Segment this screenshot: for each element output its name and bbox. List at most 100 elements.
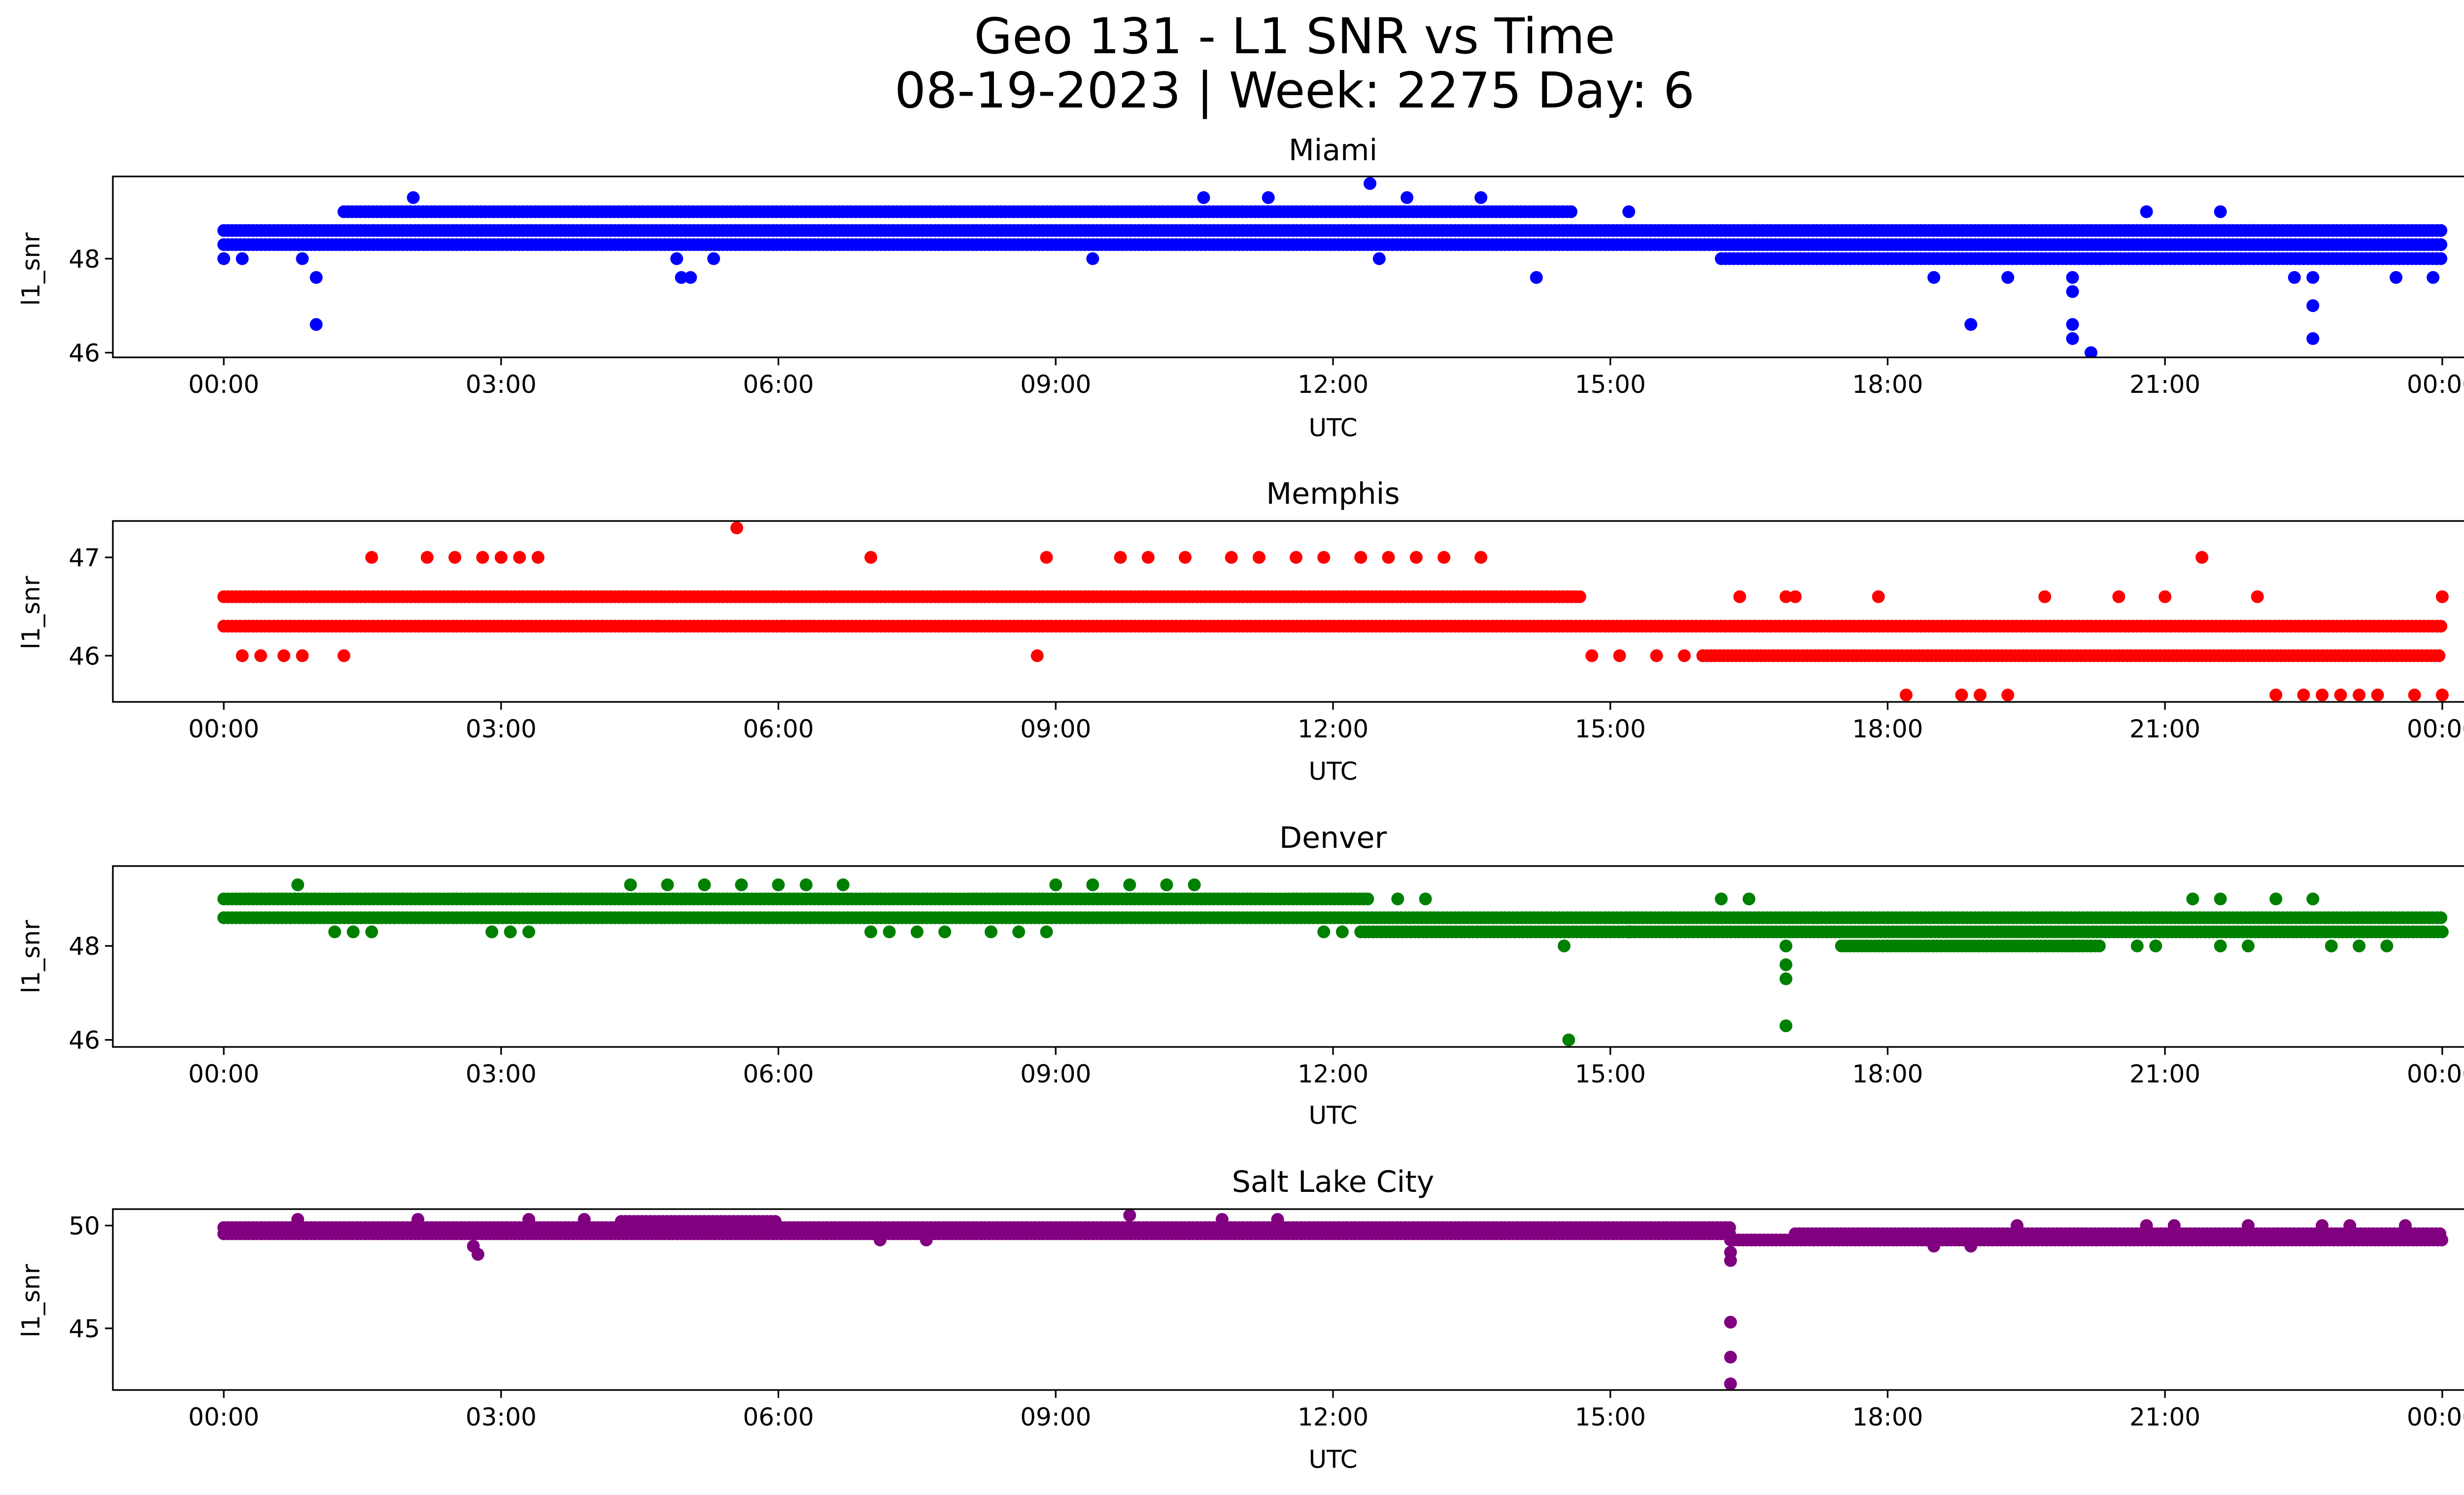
data-point [2306, 271, 2320, 284]
data-point [531, 551, 545, 564]
x-tick-label: 00:00 [2407, 715, 2464, 743]
axes-frame [112, 175, 2464, 358]
data-point [1382, 551, 1395, 564]
data-point [624, 878, 637, 892]
data-point [1650, 649, 1663, 662]
x-tick-label: 00:00 [188, 370, 259, 399]
subplot-title: Memphis [1266, 477, 1400, 511]
data-point [1530, 271, 1543, 284]
data-point [494, 551, 508, 564]
data-point [1733, 590, 1746, 603]
data-point [938, 925, 952, 939]
data-point [684, 271, 697, 284]
data-point [1364, 177, 1376, 190]
data-point [2269, 892, 2283, 905]
x-tick-label: 00:00 [2407, 370, 2464, 399]
data-point [1225, 551, 1238, 564]
x-tick-label: 03:00 [466, 715, 537, 743]
data-point [1622, 925, 1636, 939]
data-point [236, 252, 249, 265]
data-point [2434, 620, 2448, 633]
data-point [1030, 649, 1044, 662]
data-point [2353, 689, 2366, 701]
data-point [2380, 939, 2394, 953]
data-point [1290, 551, 1302, 564]
data-point [2066, 285, 2079, 298]
x-tick-label: 18:00 [1852, 715, 1923, 743]
data-point [1788, 590, 1802, 603]
data-point [2306, 332, 2320, 345]
plot-area: 00:00 03:00 06:00 09:00 12:00 15:00 18:00 21:00… [68, 175, 2464, 399]
data-point [2066, 939, 2079, 953]
data-point [1317, 925, 1331, 939]
data-point [670, 252, 684, 265]
subplot-denver: Denver UTC l1_snr 00:00 03:00 06:00 09:00 12… [17, 821, 2464, 1130]
x-tick-label: 06:00 [743, 370, 814, 399]
data-point [1573, 590, 1586, 603]
data-point [1474, 191, 1488, 204]
x-tick-label: 15:00 [1575, 715, 1646, 743]
data-point [1780, 1019, 1793, 1033]
data-point [1372, 252, 1386, 265]
data-point [2334, 689, 2347, 701]
data-point [2038, 590, 2052, 603]
data-point [985, 925, 997, 939]
data-point [1012, 925, 1026, 939]
x-tick-label: 18:00 [1852, 1060, 1923, 1088]
x-tick-label: 18:00 [1852, 370, 1923, 399]
scatter-points [217, 878, 2449, 1046]
x-tick-label: 21:00 [2129, 715, 2200, 743]
data-point [2195, 551, 2209, 564]
plot-area: 00:00 03:00 06:00 09:00 12:00 15:00 18:00 21:00… [68, 520, 2464, 743]
data-point [2306, 299, 2320, 313]
data-point [1900, 689, 1913, 701]
data-point [883, 925, 896, 939]
data-point [2186, 892, 2199, 905]
data-point [1780, 939, 1793, 953]
data-point [707, 252, 720, 265]
data-point [1335, 925, 1349, 939]
data-point [1049, 878, 1062, 892]
y-axis-label: l1_snr [17, 232, 45, 306]
data-point [2085, 346, 2098, 357]
data-point [1780, 958, 1793, 972]
data-point [504, 925, 517, 939]
data-point [2269, 689, 2283, 701]
data-point [2066, 271, 2079, 284]
data-point [2066, 318, 2079, 331]
data-point [1474, 551, 1488, 564]
data-point [1361, 892, 1374, 905]
data-point [2112, 590, 2125, 603]
data-point [675, 271, 688, 284]
data-point [2408, 689, 2421, 701]
data-point [1723, 1221, 1736, 1234]
y-axis-label: l1_snr [17, 920, 45, 993]
data-point [2001, 271, 2015, 284]
data-point [2316, 689, 2329, 701]
data-point [910, 925, 924, 939]
data-point [1114, 551, 1127, 564]
data-point [2390, 271, 2403, 284]
figure-title-line1: Geo 131 - L1 SNR vs Time [974, 7, 1615, 65]
data-point [2427, 271, 2440, 284]
data-point [2130, 939, 2144, 953]
data-point [1391, 892, 1404, 905]
data-point [1927, 271, 1941, 284]
data-point [407, 191, 420, 204]
data-point [309, 318, 323, 331]
data-point [1780, 972, 1793, 985]
data-point [2434, 224, 2448, 237]
x-tick-label: 12:00 [1298, 370, 1369, 399]
data-point [2325, 939, 2338, 953]
data-point [735, 878, 748, 892]
x-tick-label: 15:00 [1575, 370, 1646, 399]
data-point [2093, 939, 2106, 953]
y-tick-label: 46 [68, 1026, 100, 1055]
data-point [1613, 649, 1626, 662]
x-tick-label: 00:00 [188, 1060, 259, 1088]
data-point [2093, 252, 2107, 265]
y-tick-label: 48 [68, 932, 100, 961]
x-tick-label: 09:00 [1020, 715, 1091, 743]
data-point [1197, 191, 1210, 204]
data-point [1872, 590, 1885, 603]
